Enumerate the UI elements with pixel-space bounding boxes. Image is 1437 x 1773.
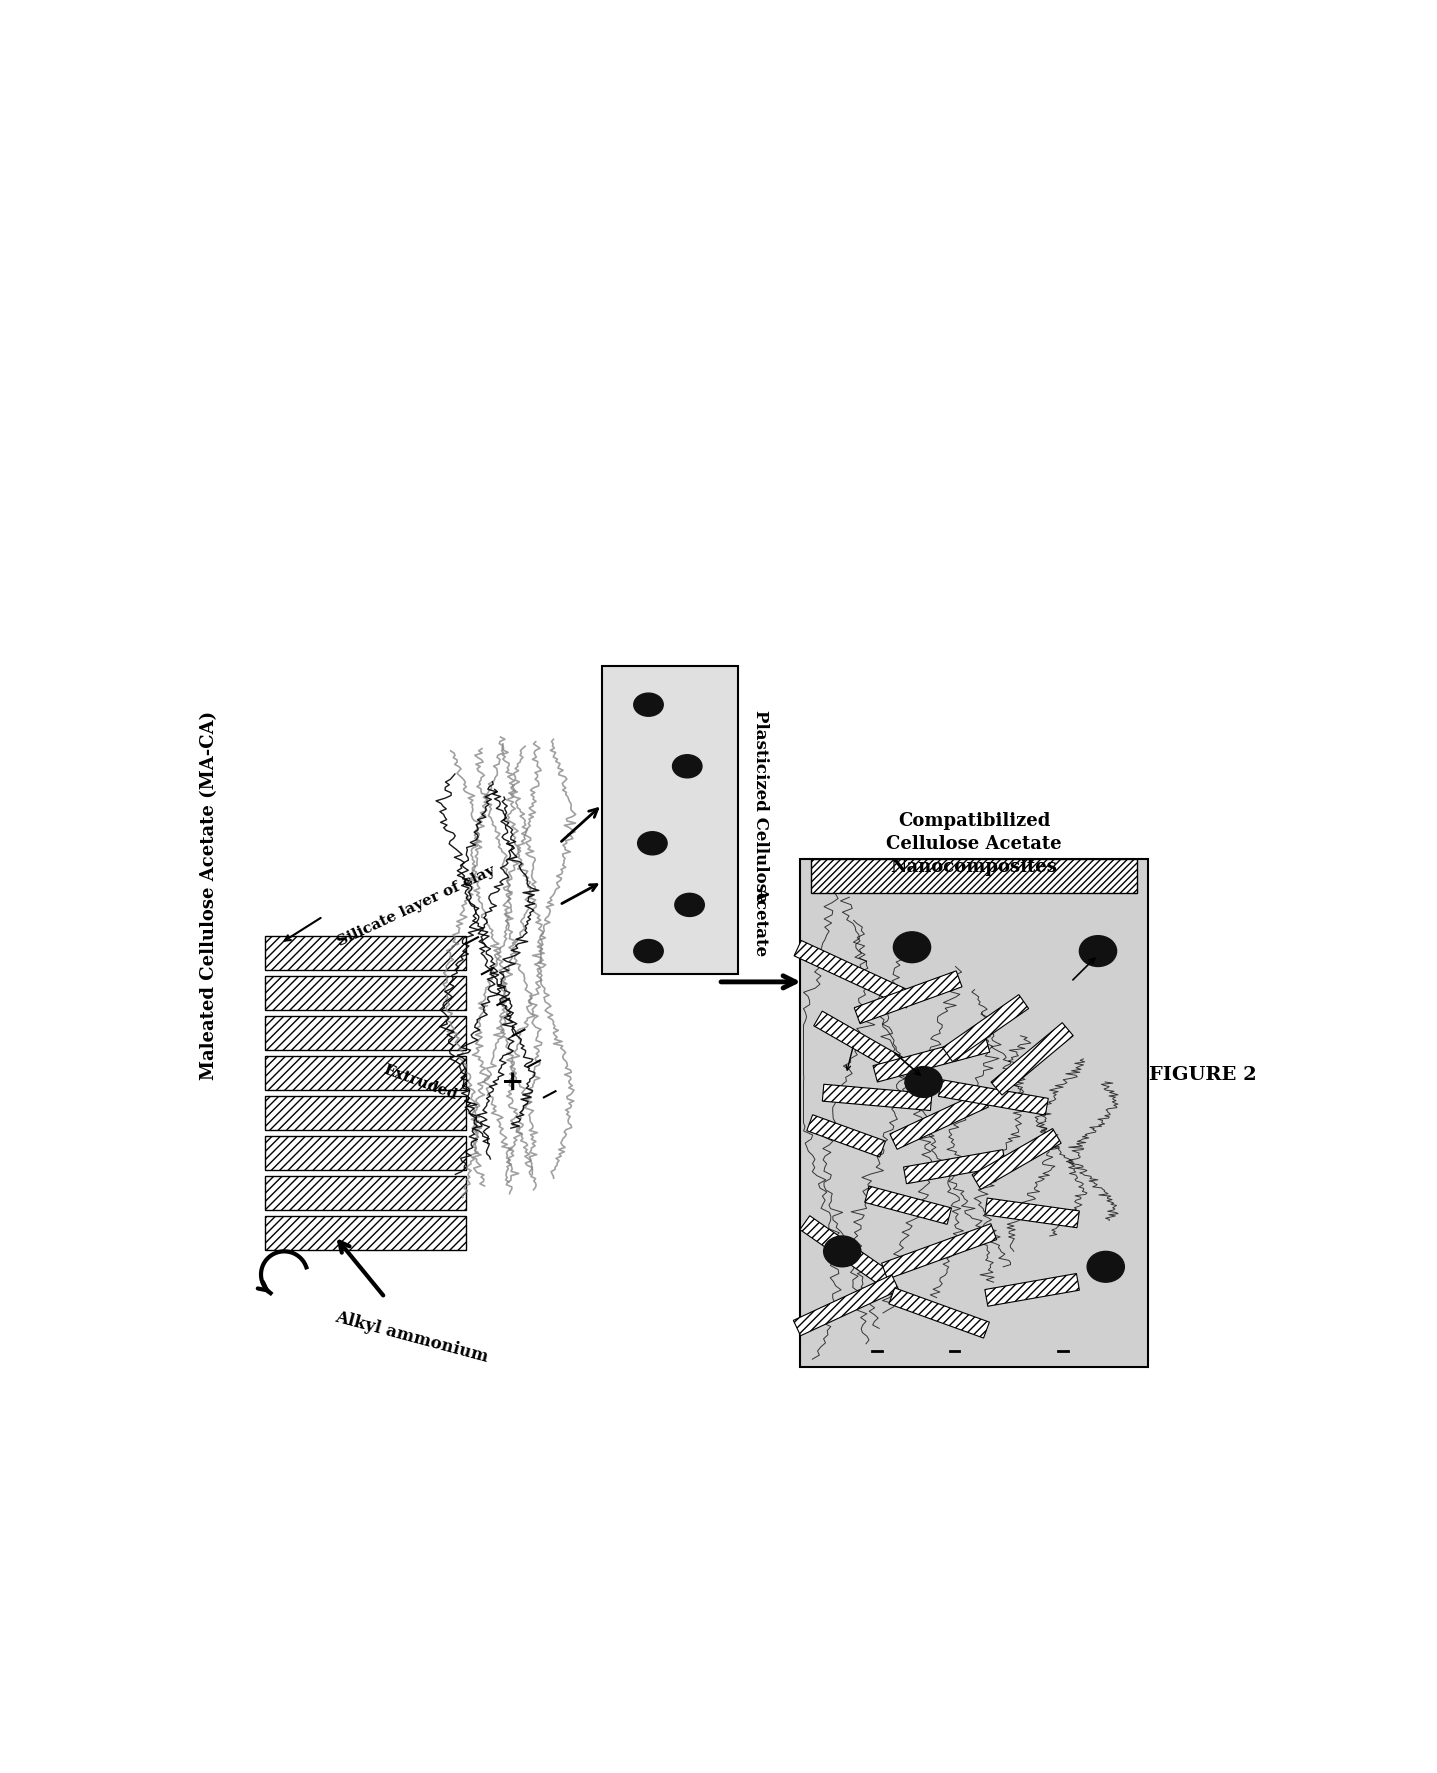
Text: Acetate: Acetate [753,886,769,956]
Bar [971,1129,1061,1190]
Ellipse shape [634,693,664,716]
Ellipse shape [638,832,667,855]
Text: FIGURE 2: FIGURE 2 [1148,1066,1256,1083]
Ellipse shape [1088,1252,1124,1282]
Bar [264,1175,467,1211]
Text: Cellulose Acetate: Cellulose Acetate [887,835,1062,853]
Ellipse shape [673,755,703,778]
Text: Alkyl ammonium: Alkyl ammonium [333,1308,490,1365]
Bar [984,1199,1079,1229]
Bar [795,941,914,1009]
Text: Plasticized Cellulose: Plasticized Cellulose [753,709,769,901]
Bar [793,1275,900,1337]
Bar [812,860,1137,894]
Bar [854,972,961,1025]
Text: Silicate layer of clay: Silicate layer of clay [335,863,497,949]
Text: Extruded: Extruded [381,1062,458,1103]
Bar [984,1273,1079,1307]
Bar [943,995,1029,1062]
Bar [800,1216,892,1287]
Ellipse shape [905,1067,943,1097]
Bar [938,1080,1048,1115]
Bar [890,1289,990,1339]
Bar [822,1085,933,1112]
Bar [264,1136,467,1170]
Bar [904,1151,1006,1184]
Bar [813,1012,910,1076]
Ellipse shape [1079,936,1117,966]
Bar [264,977,467,1011]
Bar [264,1057,467,1090]
Bar [799,860,1148,1367]
Bar [806,1115,885,1158]
Text: Maleated Cellulose Acetate (MA-CA): Maleated Cellulose Acetate (MA-CA) [200,711,218,1080]
Bar [602,667,737,975]
Bar [881,1223,997,1280]
Bar [264,1016,467,1050]
Text: Nanocomposites: Nanocomposites [891,858,1058,876]
Bar [874,1035,990,1082]
Ellipse shape [894,933,931,963]
Bar [264,936,467,970]
Bar [264,1216,467,1250]
Text: +: + [502,1069,525,1096]
Text: Compatibilized: Compatibilized [898,812,1050,830]
Bar [992,1023,1073,1096]
Bar [865,1186,951,1225]
Ellipse shape [675,894,704,917]
Ellipse shape [823,1236,861,1268]
Ellipse shape [634,940,664,963]
Bar [890,1092,989,1149]
Bar [264,1096,467,1129]
